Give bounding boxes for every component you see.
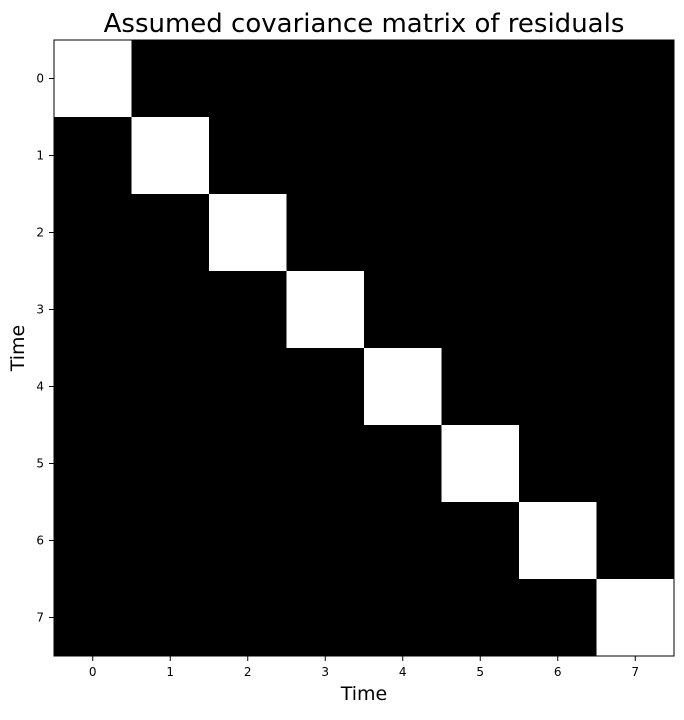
heatmap-cell-3-5 bbox=[441, 271, 520, 349]
heatmap-cell-2-5 bbox=[441, 194, 520, 272]
y-tick-label-1: 1 bbox=[36, 149, 44, 163]
x-tick-label-5: 5 bbox=[476, 665, 484, 679]
heatmap-cell-5-2 bbox=[209, 425, 287, 503]
heatmap-cell-3-2 bbox=[209, 271, 287, 349]
heatmap-cell-0-4 bbox=[364, 40, 442, 118]
x-tick-label-3: 3 bbox=[321, 665, 329, 679]
x-tick-label-0: 0 bbox=[89, 665, 97, 679]
heatmap-cell-5-6 bbox=[519, 425, 597, 503]
heatmap-cell-0-7 bbox=[596, 40, 675, 118]
heatmap-cell-7-4 bbox=[364, 579, 442, 657]
heatmap-cell-2-1 bbox=[131, 194, 210, 272]
y-tick-label-2: 2 bbox=[36, 226, 44, 240]
heatmap-cell-2-3 bbox=[286, 194, 365, 272]
heatmap-cells bbox=[54, 40, 675, 657]
heatmap-cell-3-4 bbox=[364, 271, 442, 349]
x-tick-label-1: 1 bbox=[166, 665, 174, 679]
heatmap-cell-7-6 bbox=[519, 579, 597, 657]
heatmap-cell-0-0 bbox=[54, 40, 132, 118]
plot-frame bbox=[53, 39, 675, 657]
heatmap-cell-7-1 bbox=[131, 579, 210, 657]
heatmap-cell-4-3 bbox=[286, 348, 365, 426]
heatmap-cell-2-4 bbox=[364, 194, 442, 272]
heatmap-cell-5-0 bbox=[54, 425, 132, 503]
heatmap-cell-6-0 bbox=[54, 502, 132, 580]
y-tick-label-5: 5 bbox=[36, 457, 44, 471]
x-axis-ticks: 0 1 2 3 4 5 6 7 bbox=[89, 656, 639, 679]
y-tick-label-4: 4 bbox=[36, 380, 44, 394]
heatmap-cell-3-1 bbox=[131, 271, 210, 349]
heatmap-cell-3-3 bbox=[286, 271, 365, 349]
heatmap-cell-6-3 bbox=[286, 502, 365, 580]
heatmap-cell-2-0 bbox=[54, 194, 132, 272]
heatmap-cell-7-3 bbox=[286, 579, 365, 657]
y-tick-label-0: 0 bbox=[36, 72, 44, 86]
heatmap-cell-6-1 bbox=[131, 502, 210, 580]
x-tick-label-2: 2 bbox=[244, 665, 252, 679]
heatmap-cell-1-6 bbox=[519, 117, 597, 195]
heatmap-cell-0-3 bbox=[286, 40, 365, 118]
heatmap-cell-1-5 bbox=[441, 117, 520, 195]
heatmap-cell-5-4 bbox=[364, 425, 442, 503]
heatmap-cell-7-0 bbox=[54, 579, 132, 657]
heatmap-cell-1-2 bbox=[209, 117, 287, 195]
heatmap-cell-5-3 bbox=[286, 425, 365, 503]
heatmap-cell-5-5 bbox=[441, 425, 520, 503]
heatmap-cell-0-1 bbox=[131, 40, 210, 118]
heatmap-cell-3-0 bbox=[54, 271, 132, 349]
heatmap-cell-5-1 bbox=[131, 425, 210, 503]
chart-title: Assumed covariance matrix of residuals bbox=[104, 9, 625, 39]
heatmap-cell-3-7 bbox=[596, 271, 675, 349]
heatmap-cell-6-4 bbox=[364, 502, 442, 580]
heatmap-cell-4-6 bbox=[519, 348, 597, 426]
heatmap-cell-1-3 bbox=[286, 117, 365, 195]
x-tick-label-7: 7 bbox=[631, 665, 639, 679]
heatmap-cell-1-4 bbox=[364, 117, 442, 195]
y-axis-ticks: 0 1 2 3 4 5 6 7 bbox=[36, 72, 54, 625]
y-tick-label-7: 7 bbox=[36, 611, 44, 625]
heatmap-cell-2-2 bbox=[209, 194, 287, 272]
heatmap-cell-6-6 bbox=[519, 502, 597, 580]
heatmap-cell-2-6 bbox=[519, 194, 597, 272]
heatmap-cell-0-5 bbox=[441, 40, 520, 118]
x-axis-label: Time bbox=[340, 683, 388, 705]
heatmap-cell-0-2 bbox=[209, 40, 287, 118]
heatmap-cell-2-7 bbox=[596, 194, 675, 272]
y-axis-label: Time bbox=[7, 325, 29, 373]
heatmap-cell-4-1 bbox=[131, 348, 210, 426]
heatmap-cell-4-5 bbox=[441, 348, 520, 426]
heatmap-cell-3-6 bbox=[519, 271, 597, 349]
heatmap-cell-1-0 bbox=[54, 117, 132, 195]
heatmap-cell-1-1 bbox=[131, 117, 210, 195]
heatmap-cell-0-6 bbox=[519, 40, 597, 118]
x-tick-label-6: 6 bbox=[554, 665, 562, 679]
heatmap-cell-7-7 bbox=[596, 579, 675, 657]
y-tick-label-6: 6 bbox=[36, 534, 44, 548]
heatmap-cell-5-7 bbox=[596, 425, 675, 503]
heatmap-cell-6-2 bbox=[209, 502, 287, 580]
heatmap-cell-4-4 bbox=[364, 348, 442, 426]
heatmap-cell-4-7 bbox=[596, 348, 675, 426]
heatmap-cell-4-2 bbox=[209, 348, 287, 426]
heatmap-cell-7-2 bbox=[209, 579, 287, 657]
heatmap-cell-6-7 bbox=[596, 502, 675, 580]
heatmap-cell-7-5 bbox=[441, 579, 520, 657]
heatmap-cell-6-5 bbox=[441, 502, 520, 580]
heatmap-cell-1-7 bbox=[596, 117, 675, 195]
y-tick-label-3: 3 bbox=[36, 303, 44, 317]
x-tick-label-4: 4 bbox=[399, 665, 407, 679]
heatmap-cell-4-0 bbox=[54, 348, 132, 426]
